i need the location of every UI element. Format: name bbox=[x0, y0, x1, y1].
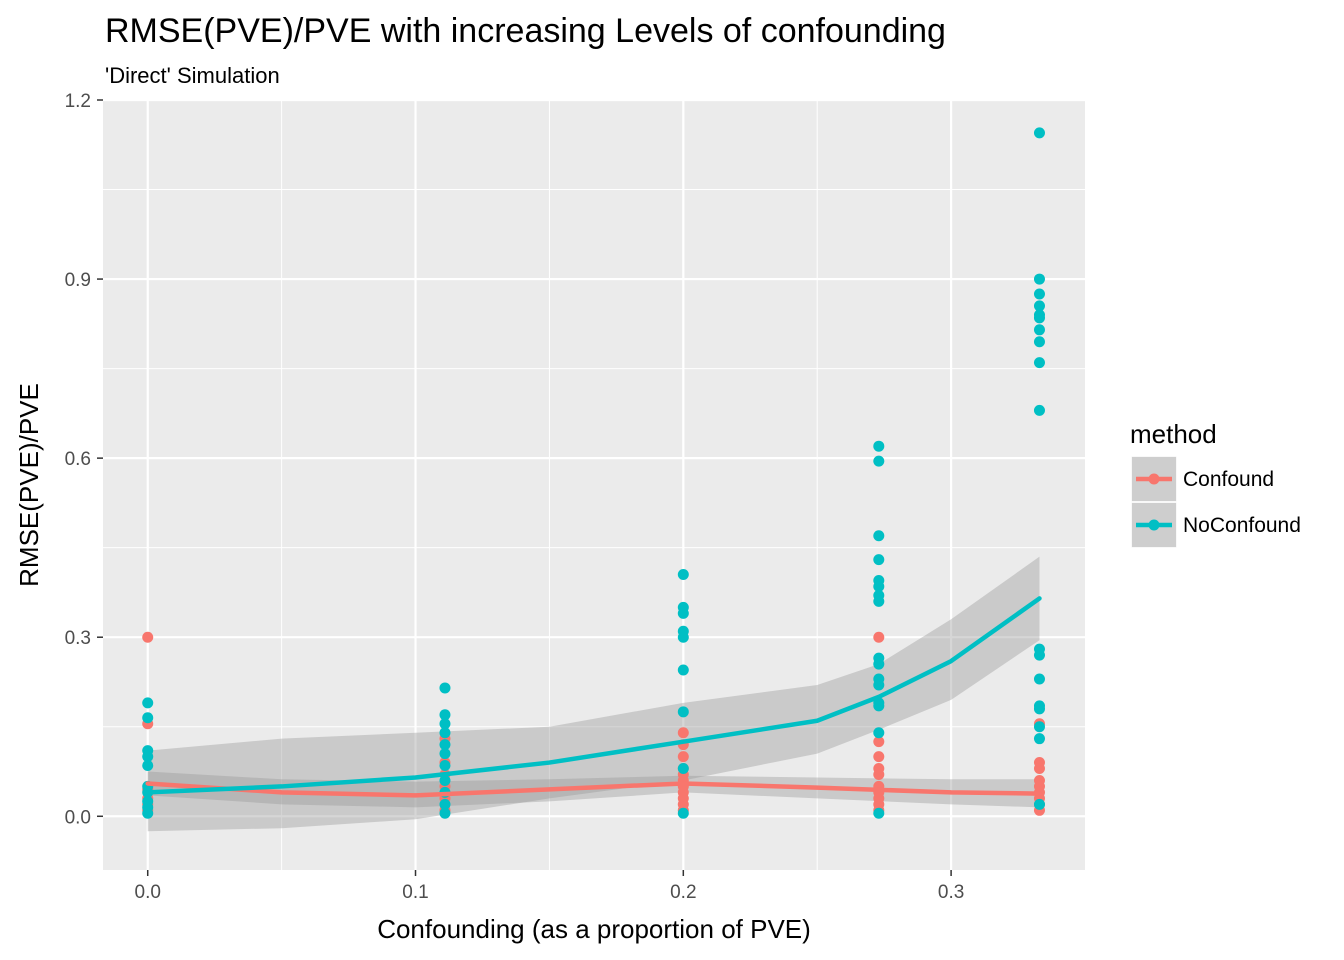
legend-label-confound: Confound bbox=[1183, 468, 1274, 491]
data-point-noconfound bbox=[873, 554, 885, 566]
data-point-confound bbox=[873, 768, 885, 780]
y-tick-label: 0.3 bbox=[65, 628, 91, 649]
legend-label-noconfound: NoConfound bbox=[1183, 514, 1301, 537]
data-point-noconfound bbox=[873, 530, 885, 542]
data-point-noconfound bbox=[439, 807, 451, 819]
legend-key-point-noconfound bbox=[1148, 519, 1160, 531]
y-tick-label: 0.0 bbox=[65, 807, 91, 828]
data-point-noconfound bbox=[1033, 300, 1045, 312]
data-point-noconfound bbox=[439, 682, 451, 694]
data-point-confound bbox=[873, 751, 885, 763]
data-point-noconfound bbox=[1033, 336, 1045, 348]
data-point-confound bbox=[1033, 763, 1045, 775]
trend-line-confound bbox=[145, 781, 1042, 798]
data-point-noconfound bbox=[873, 595, 885, 607]
x-axis-title: Confounding (as a proportion of PVE) bbox=[377, 914, 811, 944]
y-axis-ticks: 0.0 0.3 0.6 0.9 1.2 bbox=[65, 91, 103, 828]
legend: method Confound NoConfound bbox=[1130, 419, 1301, 549]
data-point-noconfound bbox=[142, 697, 154, 709]
data-point-noconfound bbox=[439, 748, 451, 760]
data-point-noconfound bbox=[1033, 288, 1045, 300]
trend-line-noconfound bbox=[145, 596, 1042, 795]
data-point-noconfound bbox=[1033, 357, 1045, 369]
confidence-band-noconfound bbox=[147, 556, 1040, 832]
legend-key-point-confound bbox=[1148, 473, 1160, 485]
data-point-noconfound bbox=[677, 807, 689, 819]
data-point-noconfound bbox=[142, 807, 154, 819]
data-point-confound bbox=[873, 736, 885, 748]
data-point-noconfound bbox=[677, 664, 689, 676]
y-axis-title: RMSE(PVE)/PVE bbox=[14, 383, 44, 587]
x-tick-label: 0.1 bbox=[402, 882, 428, 903]
data-point-noconfound bbox=[873, 440, 885, 452]
data-point-noconfound bbox=[142, 751, 154, 763]
data-point-noconfound bbox=[873, 455, 885, 467]
data-point-noconfound bbox=[1033, 721, 1045, 733]
data-point-noconfound bbox=[1033, 127, 1045, 139]
y-tick-label: 0.9 bbox=[65, 270, 91, 291]
data-point-noconfound bbox=[1033, 404, 1045, 416]
data-point-noconfound bbox=[1033, 312, 1045, 324]
data-point-confound bbox=[677, 727, 689, 739]
data-point-noconfound bbox=[873, 727, 885, 739]
data-point-noconfound bbox=[873, 580, 885, 592]
data-point-confound bbox=[873, 631, 885, 643]
y-tick-label: 0.6 bbox=[65, 449, 91, 470]
y-tick-label: 1.2 bbox=[65, 91, 91, 112]
x-tick-label: 0.0 bbox=[135, 882, 161, 903]
data-point-noconfound bbox=[677, 631, 689, 643]
data-point-noconfound bbox=[677, 706, 689, 718]
grid-minor bbox=[103, 100, 1085, 870]
data-point-noconfound bbox=[1033, 673, 1045, 685]
data-point-noconfound bbox=[677, 763, 689, 775]
data-point-noconfound bbox=[1033, 733, 1045, 745]
data-point-noconfound bbox=[439, 739, 451, 751]
data-point-noconfound bbox=[677, 569, 689, 581]
data-point-noconfound bbox=[873, 679, 885, 691]
chart-subtitle: 'Direct' Simulation bbox=[105, 63, 280, 88]
data-point-noconfound bbox=[439, 774, 451, 786]
data-point-confound bbox=[142, 631, 154, 643]
data-point-noconfound bbox=[439, 718, 451, 730]
data-point-noconfound bbox=[1033, 649, 1045, 661]
data-point-confound bbox=[677, 751, 689, 763]
trend-lines bbox=[145, 596, 1042, 798]
data-point-noconfound bbox=[439, 760, 451, 772]
data-point-noconfound bbox=[1033, 324, 1045, 336]
data-point-noconfound bbox=[1033, 273, 1045, 285]
data-point-noconfound bbox=[873, 807, 885, 819]
data-point-noconfound bbox=[439, 727, 451, 739]
plot-panel bbox=[103, 100, 1085, 870]
data-point-noconfound bbox=[142, 712, 154, 724]
data-point-noconfound bbox=[677, 607, 689, 619]
data-point-noconfound bbox=[439, 709, 451, 721]
data-point-noconfound bbox=[873, 700, 885, 712]
chart-title: RMSE(PVE)/PVE with increasing Levels of … bbox=[105, 12, 946, 50]
data-point-noconfound bbox=[439, 798, 451, 810]
data-point-noconfound bbox=[142, 760, 154, 772]
data-point-noconfound bbox=[1033, 798, 1045, 810]
x-axis-ticks: 0.0 0.1 0.2 0.3 bbox=[135, 870, 964, 903]
legend-title: method bbox=[1130, 419, 1217, 449]
data-point-noconfound bbox=[873, 658, 885, 670]
x-tick-label: 0.2 bbox=[670, 882, 696, 903]
x-tick-label: 0.3 bbox=[938, 882, 964, 903]
data-point-noconfound bbox=[1033, 703, 1045, 715]
data-points bbox=[142, 127, 1045, 819]
